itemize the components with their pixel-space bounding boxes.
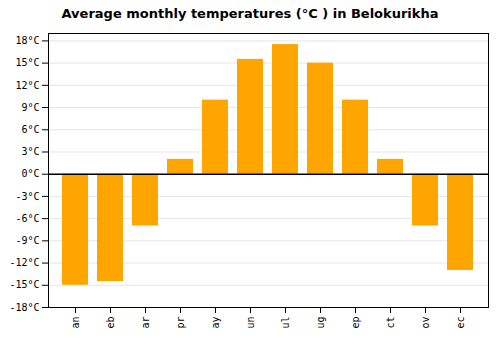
- svg-text:-9°C: -9°C: [15, 235, 39, 246]
- svg-text:ct: ct: [385, 317, 396, 329]
- svg-text:-18°C: -18°C: [9, 302, 39, 313]
- svg-text:-15°C: -15°C: [9, 279, 39, 290]
- svg-text:ov: ov: [420, 317, 431, 329]
- svg-text:15°C: 15°C: [15, 57, 39, 68]
- svg-text:9°C: 9°C: [21, 102, 39, 113]
- svg-text:-6°C: -6°C: [15, 213, 39, 224]
- svg-text:ay: ay: [210, 317, 221, 329]
- svg-text:-3°C: -3°C: [15, 191, 39, 202]
- svg-text:-12°C: -12°C: [9, 257, 39, 268]
- svg-text:un: un: [245, 317, 256, 329]
- svg-text:ec: ec: [455, 317, 466, 329]
- svg-text:an: an: [70, 317, 81, 329]
- svg-text:12°C: 12°C: [15, 80, 39, 91]
- svg-text:eb: eb: [105, 317, 116, 329]
- svg-text:ar: ar: [140, 317, 151, 329]
- html-text:Average monthly temperatures (: Average monthly temperatures (°C ) in Be…: [61, 6, 439, 21]
- svg-text:ul: ul: [280, 317, 291, 329]
- svg-text:18°C: 18°C: [15, 35, 39, 46]
- svg-text:ep: ep: [350, 317, 361, 329]
- svg-text:ug: ug: [315, 317, 326, 329]
- svg-text:3°C: 3°C: [21, 146, 39, 157]
- svg-text:pr: pr: [175, 317, 186, 329]
- svg-text:6°C: 6°C: [21, 124, 39, 135]
- svg-text:0°C: 0°C: [21, 168, 39, 179]
